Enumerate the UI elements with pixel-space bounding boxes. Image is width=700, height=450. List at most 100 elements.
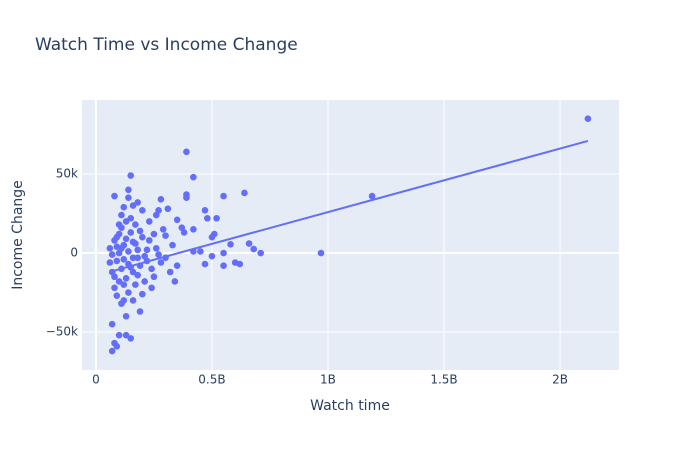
point [157, 259, 165, 266]
point [115, 221, 123, 228]
point [111, 192, 118, 200]
point [120, 281, 128, 288]
x-tick-label: 1B [320, 373, 336, 387]
point [190, 173, 197, 181]
point [173, 262, 181, 269]
point [113, 342, 121, 350]
point [141, 278, 148, 285]
point [150, 230, 158, 238]
point [120, 256, 128, 263]
point [139, 233, 146, 241]
point [106, 244, 114, 252]
point [113, 233, 121, 241]
point [132, 281, 139, 288]
point [122, 218, 130, 225]
point [164, 205, 172, 213]
point [220, 262, 227, 269]
point [148, 284, 155, 292]
point [204, 214, 211, 222]
point [108, 320, 116, 328]
point [106, 259, 114, 266]
point [166, 268, 174, 276]
point [152, 244, 160, 252]
point [201, 260, 209, 268]
point [113, 257, 121, 265]
point [159, 226, 167, 233]
point [157, 195, 165, 203]
x-tick-label: 2B [552, 373, 568, 387]
point [127, 229, 135, 236]
point [108, 347, 116, 355]
point [122, 312, 130, 320]
y-axis-title: Income Change [10, 180, 26, 290]
point [139, 290, 146, 298]
point [197, 248, 204, 255]
point [129, 202, 137, 209]
point [250, 245, 258, 253]
point [227, 241, 234, 248]
point [111, 284, 118, 292]
point [213, 214, 220, 222]
point [129, 268, 137, 276]
point [127, 335, 135, 342]
point [143, 246, 151, 254]
point [134, 254, 141, 262]
point [125, 186, 132, 194]
point [113, 292, 121, 300]
point [134, 246, 141, 254]
point [122, 275, 130, 282]
point [122, 331, 130, 339]
point [368, 192, 376, 200]
point [145, 218, 153, 225]
point [108, 251, 116, 258]
point [173, 216, 181, 224]
chart-title: Watch Time vs Income Change [35, 35, 298, 55]
point [208, 233, 216, 241]
point [125, 289, 132, 296]
point [201, 207, 209, 214]
point [136, 308, 144, 315]
x-axis-title: Watch time [310, 398, 390, 414]
point [118, 244, 125, 252]
marks [106, 115, 592, 355]
x-tick-label: 1.5B [430, 373, 457, 387]
point [183, 194, 190, 201]
point [220, 249, 227, 257]
point [584, 115, 592, 122]
point [122, 235, 130, 243]
point [120, 297, 128, 304]
point [245, 240, 253, 247]
point [152, 211, 160, 219]
point [317, 249, 325, 257]
trendline [109, 139, 589, 273]
point [150, 273, 158, 281]
point [171, 278, 179, 285]
point [190, 226, 197, 233]
y-tick-label: 50k [56, 166, 78, 180]
point [118, 211, 125, 219]
y-tick-label: −50k [46, 325, 78, 339]
point [111, 273, 118, 281]
x-tick-label: 0.5B [198, 373, 225, 387]
point [127, 214, 135, 222]
point [231, 259, 239, 266]
point [148, 265, 155, 273]
point [125, 248, 132, 255]
point [183, 148, 190, 156]
point [169, 241, 176, 249]
point [208, 252, 216, 260]
point [132, 221, 139, 228]
point [115, 278, 123, 285]
plot-area [82, 100, 619, 370]
point [162, 232, 169, 239]
point [139, 207, 146, 214]
point [257, 249, 264, 257]
y-tick-label: 0 [70, 246, 78, 260]
point [125, 194, 132, 201]
point [136, 227, 144, 235]
point [145, 237, 153, 244]
point [220, 192, 227, 200]
point [120, 203, 128, 211]
point [129, 254, 137, 262]
